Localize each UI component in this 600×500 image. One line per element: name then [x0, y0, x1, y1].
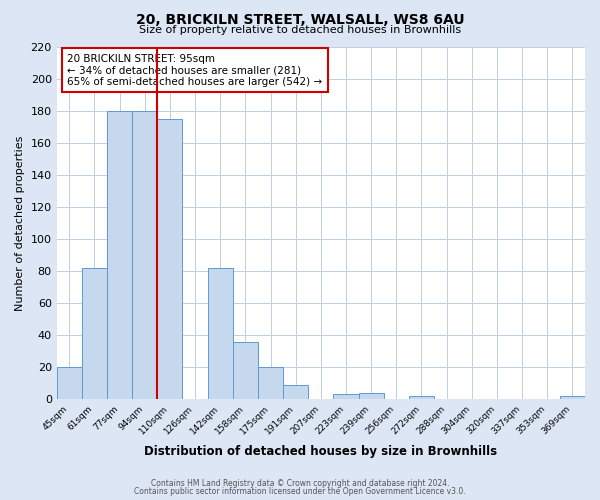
Text: 20, BRICKILN STREET, WALSALL, WS8 6AU: 20, BRICKILN STREET, WALSALL, WS8 6AU — [136, 12, 464, 26]
Bar — [82, 268, 107, 399]
Bar — [157, 118, 182, 399]
Bar — [258, 367, 283, 399]
Text: Contains public sector information licensed under the Open Government Licence v3: Contains public sector information licen… — [134, 487, 466, 496]
Bar — [560, 396, 585, 399]
Bar — [132, 110, 157, 399]
Y-axis label: Number of detached properties: Number of detached properties — [15, 135, 25, 310]
Text: Size of property relative to detached houses in Brownhills: Size of property relative to detached ho… — [139, 25, 461, 35]
Bar — [56, 367, 82, 399]
X-axis label: Distribution of detached houses by size in Brownhills: Distribution of detached houses by size … — [144, 444, 497, 458]
Bar — [334, 394, 359, 399]
Bar — [409, 396, 434, 399]
Text: 20 BRICKILN STREET: 95sqm
← 34% of detached houses are smaller (281)
65% of semi: 20 BRICKILN STREET: 95sqm ← 34% of detac… — [67, 54, 322, 87]
Bar — [359, 393, 384, 399]
Bar — [107, 110, 132, 399]
Bar — [283, 385, 308, 399]
Bar — [208, 268, 233, 399]
Bar — [233, 342, 258, 399]
Text: Contains HM Land Registry data © Crown copyright and database right 2024.: Contains HM Land Registry data © Crown c… — [151, 478, 449, 488]
